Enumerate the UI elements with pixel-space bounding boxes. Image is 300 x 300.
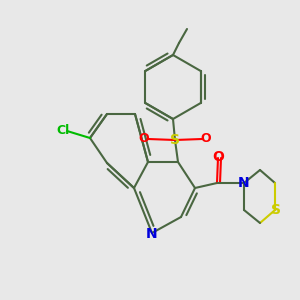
Text: O: O bbox=[139, 133, 149, 146]
Text: N: N bbox=[146, 227, 158, 241]
Text: S: S bbox=[170, 133, 180, 147]
Text: O: O bbox=[201, 133, 211, 146]
Text: N: N bbox=[238, 176, 250, 190]
Text: S: S bbox=[271, 203, 281, 217]
Text: O: O bbox=[212, 150, 224, 164]
Text: Cl: Cl bbox=[56, 124, 70, 137]
